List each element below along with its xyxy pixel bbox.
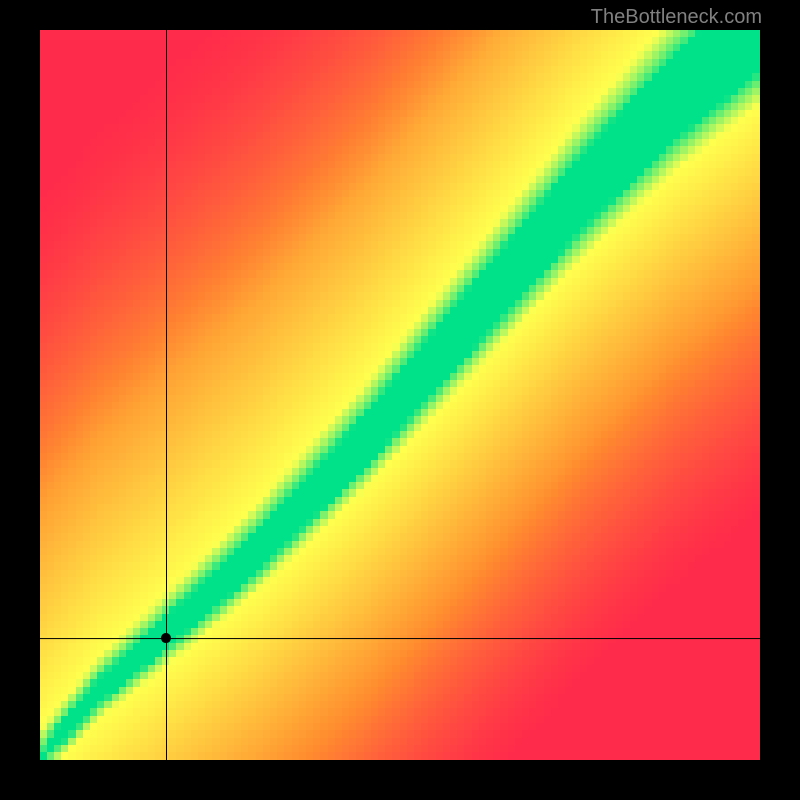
heatmap-canvas bbox=[40, 30, 760, 760]
heatmap-plot bbox=[40, 30, 760, 760]
watermark-text: TheBottleneck.com bbox=[591, 6, 762, 29]
chart-frame: TheBottleneck.com bbox=[0, 0, 800, 800]
